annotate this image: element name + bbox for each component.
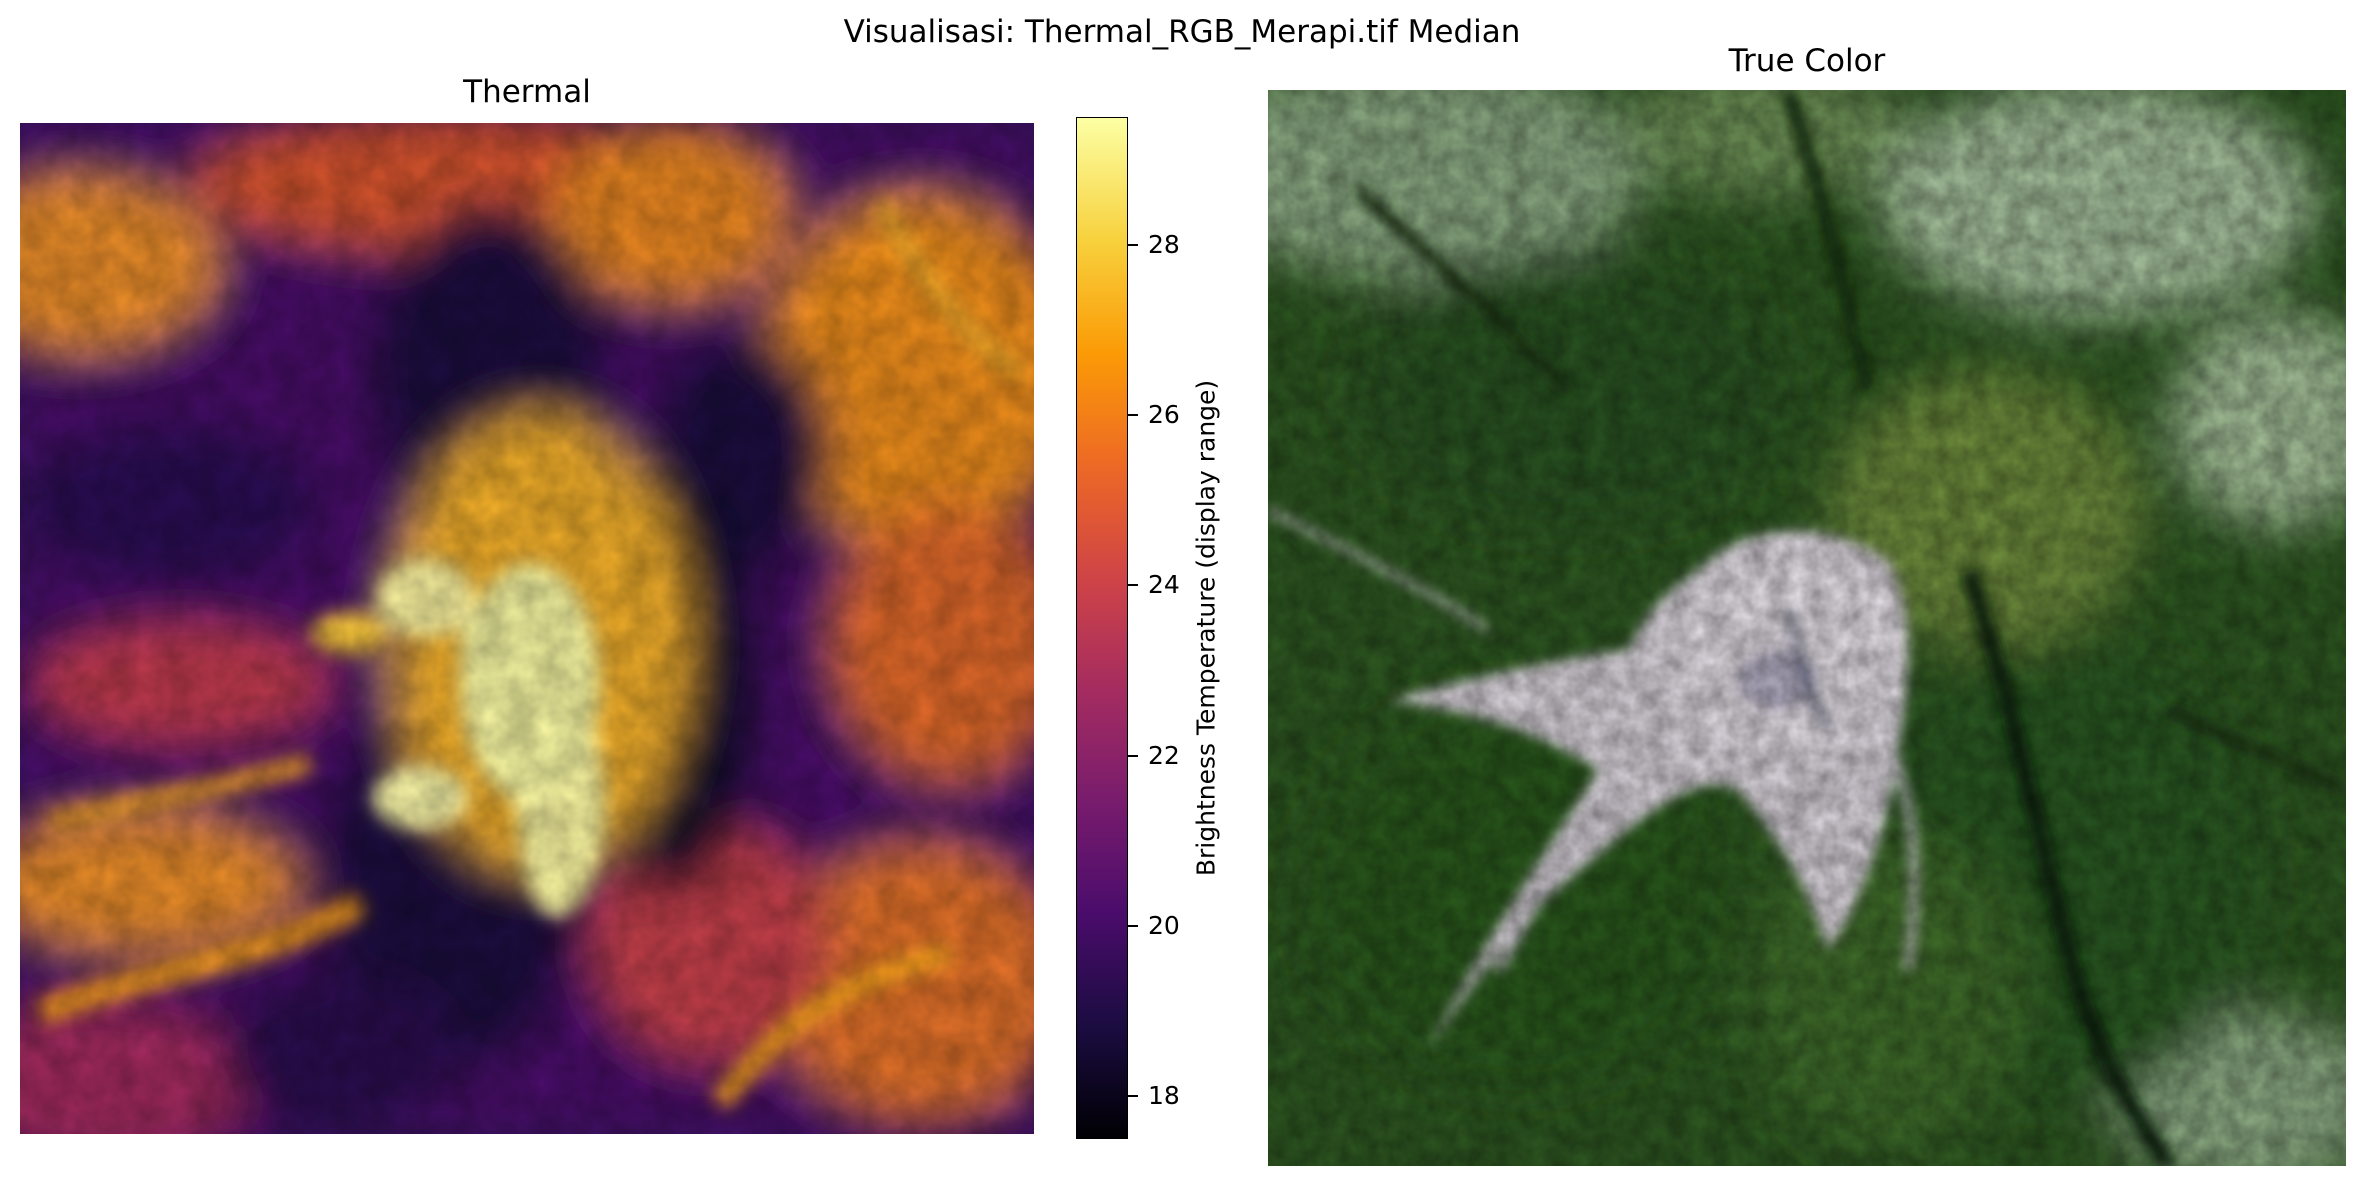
colorbar-tick-mark [1128, 243, 1138, 246]
truecolor-panel-title: True Color [1728, 43, 1886, 79]
colorbar-tick-mark [1128, 584, 1138, 587]
thermal-panel-title: Thermal [463, 74, 591, 110]
colorbar-tick-mark [1128, 754, 1138, 757]
thermal-image [20, 123, 1034, 1134]
colorbar-tick-label: 28 [1148, 229, 1180, 259]
colorbar-tick-mark [1128, 925, 1138, 928]
colorbar-label-text: Brightness Temperature (display range) [1191, 379, 1221, 877]
thermal-colorbar [1076, 117, 1128, 1139]
colorbar-tick-label: 18 [1148, 1081, 1180, 1111]
colorbar-tick-label: 26 [1148, 400, 1180, 430]
truecolor-image [1268, 90, 2346, 1166]
figure-suptitle: Visualisasi: Thermal_RGB_Merapi.tif Medi… [843, 14, 1521, 50]
colorbar-tick-mark [1128, 1095, 1138, 1098]
colorbar-tick-label: 22 [1148, 740, 1180, 770]
colorbar-tick-label: 20 [1148, 911, 1180, 941]
colorbar-tick-mark [1128, 414, 1138, 417]
colorbar-tick-label: 24 [1148, 570, 1180, 600]
